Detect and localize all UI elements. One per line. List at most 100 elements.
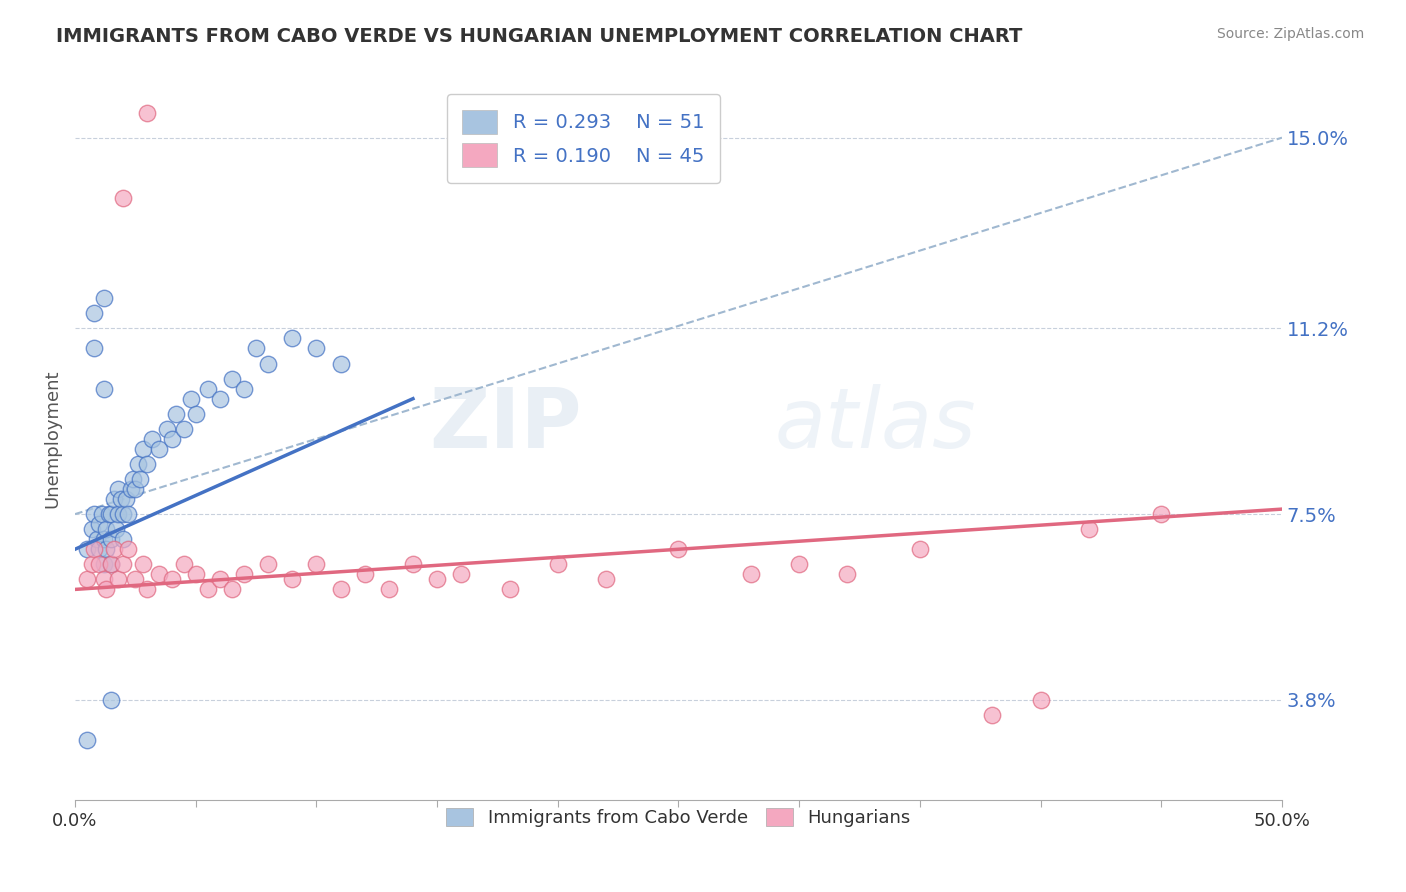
Point <box>122 472 145 486</box>
Point <box>107 482 129 496</box>
Point <box>908 542 931 557</box>
Point <box>100 533 122 547</box>
Point <box>100 693 122 707</box>
Point <box>1150 507 1173 521</box>
Point <box>208 392 231 406</box>
Point <box>129 472 152 486</box>
Point <box>547 558 569 572</box>
Point <box>1029 693 1052 707</box>
Point <box>80 522 103 536</box>
Point <box>93 558 115 572</box>
Point <box>221 371 243 385</box>
Point <box>305 342 328 356</box>
Point <box>100 507 122 521</box>
Point <box>93 573 115 587</box>
Point <box>103 542 125 557</box>
Point <box>378 582 401 597</box>
Point <box>112 558 135 572</box>
Point <box>89 517 111 532</box>
Point <box>180 392 202 406</box>
Point <box>107 573 129 587</box>
Point <box>233 382 256 396</box>
Point <box>668 542 690 557</box>
Point <box>93 291 115 305</box>
Point <box>148 442 170 456</box>
Point <box>257 558 280 572</box>
Point <box>93 533 115 547</box>
Point <box>450 567 472 582</box>
Point <box>165 407 187 421</box>
Point <box>245 342 267 356</box>
Point <box>221 582 243 597</box>
Point <box>233 567 256 582</box>
Point <box>148 567 170 582</box>
Point <box>173 422 195 436</box>
Point <box>498 582 520 597</box>
Point <box>160 573 183 587</box>
Point <box>257 357 280 371</box>
Point <box>124 482 146 496</box>
Point <box>114 491 136 506</box>
Point <box>96 542 118 557</box>
Point <box>112 533 135 547</box>
Y-axis label: Unemployment: Unemployment <box>44 369 60 508</box>
Point <box>184 567 207 582</box>
Point <box>281 331 304 345</box>
Point <box>100 558 122 572</box>
Point <box>76 573 98 587</box>
Legend: Immigrants from Cabo Verde, Hungarians: Immigrants from Cabo Verde, Hungarians <box>439 801 918 835</box>
Point <box>127 457 149 471</box>
Point <box>100 558 122 572</box>
Point <box>131 442 153 456</box>
Point <box>80 558 103 572</box>
Point <box>117 507 139 521</box>
Point <box>120 482 142 496</box>
Point <box>160 432 183 446</box>
Point <box>110 491 132 506</box>
Point <box>103 491 125 506</box>
Point <box>96 522 118 536</box>
Point <box>83 542 105 557</box>
Point <box>197 382 219 396</box>
Point <box>90 507 112 521</box>
Point <box>89 558 111 572</box>
Point <box>96 582 118 597</box>
Text: atlas: atlas <box>775 384 977 465</box>
Point <box>156 422 179 436</box>
Point <box>76 542 98 557</box>
Point <box>1077 522 1099 536</box>
Point <box>112 191 135 205</box>
Point <box>402 558 425 572</box>
Point <box>97 507 120 521</box>
Point <box>787 558 810 572</box>
Point <box>426 573 449 587</box>
Point <box>131 558 153 572</box>
Text: ZIP: ZIP <box>429 384 582 465</box>
Point <box>105 522 128 536</box>
Point <box>173 558 195 572</box>
Point <box>141 432 163 446</box>
Point <box>353 567 375 582</box>
Point <box>305 558 328 572</box>
Point <box>93 382 115 396</box>
Point <box>740 567 762 582</box>
Point <box>112 507 135 521</box>
Point <box>136 582 159 597</box>
Point <box>981 707 1004 722</box>
Point <box>184 407 207 421</box>
Point <box>837 567 859 582</box>
Point <box>136 105 159 120</box>
Point <box>281 573 304 587</box>
Point <box>86 533 108 547</box>
Point <box>124 573 146 587</box>
Point <box>83 507 105 521</box>
Text: Source: ZipAtlas.com: Source: ZipAtlas.com <box>1216 27 1364 41</box>
Point <box>76 733 98 747</box>
Point <box>329 357 352 371</box>
Point <box>136 457 159 471</box>
Point <box>329 582 352 597</box>
Point <box>117 542 139 557</box>
Point <box>197 582 219 597</box>
Point <box>89 542 111 557</box>
Point <box>83 342 105 356</box>
